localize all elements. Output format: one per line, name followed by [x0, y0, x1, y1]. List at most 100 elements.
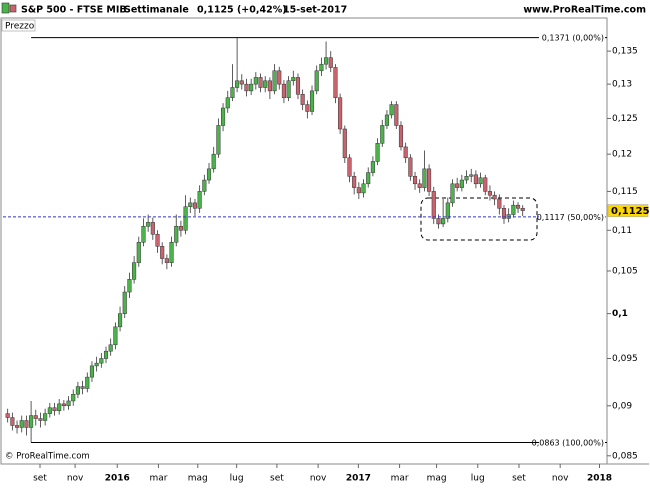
candle-body: [89, 365, 95, 378]
candle-body: [206, 168, 212, 181]
candle-body: [501, 208, 507, 219]
candle-body: [141, 226, 146, 243]
candle-body: [450, 183, 455, 204]
x-tick-label: 2018: [587, 474, 612, 484]
last-price-label: 0,1125: [611, 206, 650, 217]
icon: [1, 2, 10, 14]
candle-body: [305, 104, 310, 112]
candle-body: [5, 413, 10, 418]
candle-body: [370, 161, 375, 173]
candle-body: [29, 415, 34, 428]
candle-body: [295, 77, 301, 95]
candle-body: [178, 226, 183, 231]
candle-body: [249, 83, 254, 92]
candle-body: [375, 143, 380, 162]
candle-body: [47, 407, 52, 414]
icon: [9, 4, 17, 13]
watermark: © ProRealTime.com: [5, 452, 90, 462]
candle-body: [515, 204, 521, 209]
candle-body: [473, 174, 478, 185]
candle-body: [211, 153, 216, 170]
x-tick-label: mar: [149, 474, 167, 484]
candle-body: [66, 400, 71, 407]
candle-body: [272, 70, 277, 92]
candle-body: [342, 128, 347, 159]
y-tick-label: 0,1: [612, 309, 628, 319]
candle-body: [394, 104, 399, 126]
level-label-bg: [539, 32, 605, 42]
candle-body: [478, 177, 483, 185]
candle-body: [267, 80, 272, 92]
candle-body: [192, 202, 198, 209]
candle-body: [244, 83, 249, 92]
candle-body: [263, 80, 268, 88]
source: www.ProRealTime.com: [523, 5, 646, 16]
candle-body: [384, 114, 389, 126]
candle-body: [216, 125, 221, 155]
level-label-bg: [539, 437, 605, 447]
candle-body: [132, 262, 137, 280]
candle-body: [103, 350, 109, 359]
candle-body: [277, 70, 282, 85]
candle-body: [324, 57, 329, 65]
y-tick-label: 0,095: [612, 354, 638, 364]
candle-body: [398, 125, 404, 148]
y-tick-label: 0,105: [612, 266, 638, 276]
candle-body: [108, 344, 113, 352]
level-label-bg: [539, 211, 605, 221]
candle-body: [71, 393, 76, 402]
candle-body: [464, 176, 469, 181]
x-tick-label: set: [270, 474, 284, 484]
y-tick-label: 0,135: [612, 47, 638, 57]
x-tick-label: nov: [552, 474, 569, 484]
candle-body: [183, 206, 188, 231]
candle-body: [389, 104, 394, 116]
x-tick-label: lug: [230, 474, 244, 484]
x-tick-label: mag: [188, 474, 208, 484]
candle-body: [10, 417, 15, 426]
candle-body: [441, 218, 446, 225]
candle-body: [150, 222, 155, 235]
candle-body: [197, 191, 202, 209]
candle-body: [445, 202, 450, 219]
candle-body: [291, 77, 296, 82]
candle-body: [174, 226, 179, 243]
candle-body: [300, 94, 305, 105]
candle-body: [487, 191, 492, 196]
candle-body: [43, 413, 48, 421]
last-price-tag: [607, 204, 649, 217]
candle-body: [286, 80, 291, 98]
candle-body: [459, 179, 464, 188]
x-tick-label: nov: [67, 474, 84, 484]
candle-body: [136, 242, 141, 263]
candle-body: [408, 157, 413, 177]
highlight-box: [420, 197, 538, 241]
date: 15-set-2017: [283, 5, 347, 16]
candle-body: [469, 174, 474, 177]
title: S&P 500 - FTSE MIB: [21, 5, 127, 16]
candle-body: [253, 77, 258, 85]
candle-body: [118, 313, 123, 328]
candle-body: [431, 191, 436, 219]
candle-body: [188, 202, 193, 207]
level-label: 0,1117 (50,00%): [537, 213, 604, 222]
y-tick-label: 0,09: [612, 401, 632, 411]
period: Settimanale: [124, 5, 189, 16]
candle-body: [113, 326, 118, 346]
candle-body: [239, 80, 244, 85]
candle-body: [328, 57, 333, 68]
candle-body: [169, 242, 174, 263]
candle-body: [221, 107, 226, 126]
candle-body: [436, 218, 441, 225]
candle-body: [225, 97, 230, 109]
candle-body: [202, 179, 207, 192]
candle-body: [94, 362, 99, 367]
y-tick-label: 0,12: [612, 150, 632, 160]
candle-body: [483, 177, 488, 192]
candle-body: [146, 222, 151, 227]
candle-body: [24, 420, 29, 428]
y-tick-label: 0,115: [612, 187, 638, 197]
candle-body: [52, 407, 57, 411]
candle-body: [57, 403, 62, 411]
panel-label: Prezzo: [5, 22, 35, 32]
